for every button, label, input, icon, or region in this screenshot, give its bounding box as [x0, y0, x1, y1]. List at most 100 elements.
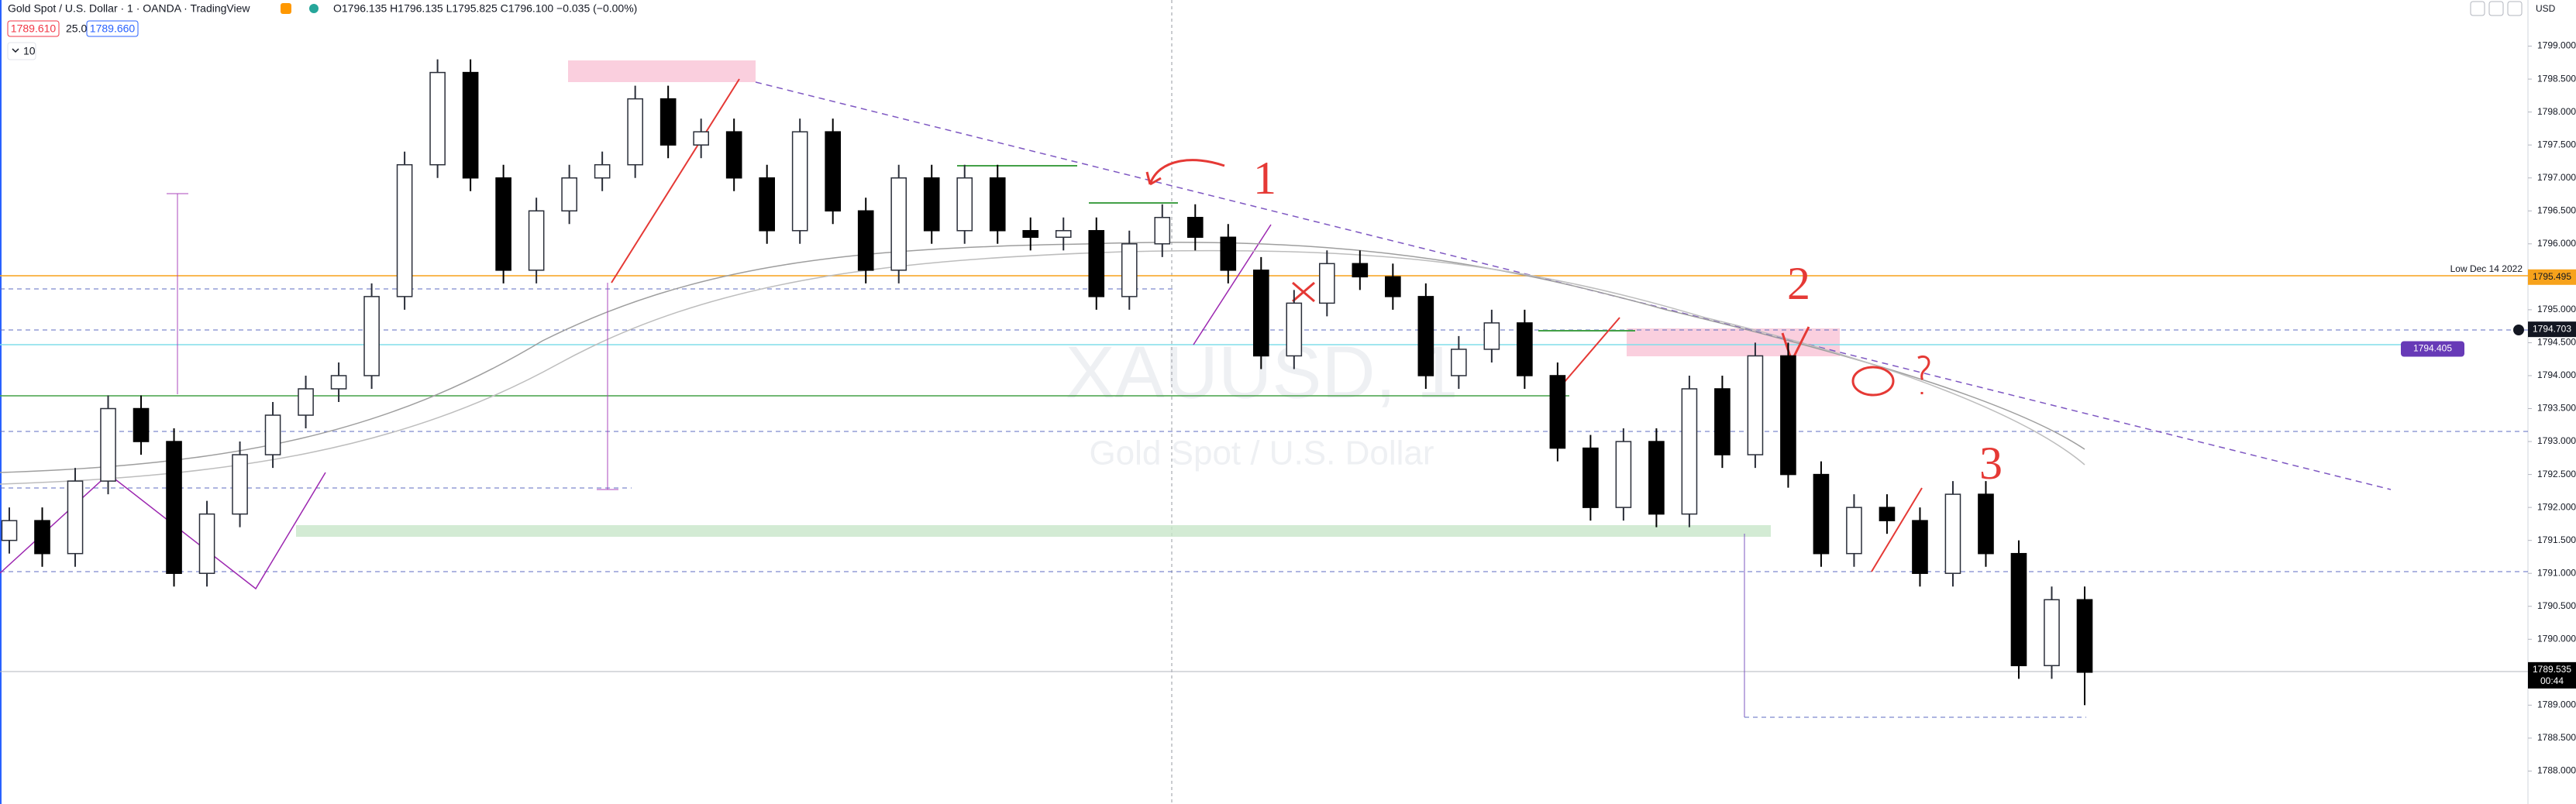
cross-drawing [1292, 281, 1315, 303]
sell-button[interactable] [7, 20, 60, 37]
chevron [12, 48, 19, 53]
y-tick-label: 1797.000 [2537, 172, 2576, 183]
candle-body [1879, 507, 1896, 521]
moving-average [0, 242, 2085, 473]
price-label-box [2528, 269, 2576, 285]
candle-body [198, 513, 215, 574]
alert-icon[interactable] [281, 3, 291, 14]
scroll-button[interactable] [2470, 1, 2485, 16]
candle-body [989, 177, 1006, 232]
candle-body [857, 210, 874, 271]
candle-body [1582, 447, 1599, 508]
candle-body [1055, 230, 1072, 239]
candle-body [1, 520, 18, 541]
candle-body [67, 480, 84, 555]
y-tick-label: 1796.500 [2537, 204, 2576, 215]
y-tick-label: 1791.500 [2537, 534, 2576, 545]
candle-body [1385, 276, 1401, 297]
trendline [0, 472, 326, 590]
candle-body [166, 441, 182, 574]
symbol-title[interactable]: Gold Spot / U.S. Dollar · 1 · OANDA · Tr… [8, 2, 250, 15]
y-tick-label: 1796.000 [2537, 238, 2576, 249]
candle-body [396, 163, 413, 297]
annotation: 1 [1253, 153, 1276, 204]
candle-body [1517, 322, 1533, 376]
candle-body [1483, 322, 1500, 350]
circle-drawing [1851, 366, 1895, 397]
candle-body [133, 407, 150, 442]
reset-button[interactable] [2488, 1, 2504, 16]
candle-body [264, 414, 281, 455]
y-tick-label: 1794.000 [2537, 369, 2576, 380]
y-tick-label: 1798.500 [2537, 73, 2576, 84]
candle-body [923, 177, 940, 232]
candle-body [561, 177, 577, 212]
y-tick-label: 1788.000 [2537, 765, 2576, 776]
candle-body [495, 177, 511, 271]
candle-body [100, 407, 116, 482]
candle-body [1451, 349, 1467, 376]
candle-body [1352, 263, 1369, 278]
y-tick-label: 1791.000 [2537, 567, 2576, 578]
y-tick-label: 1795.000 [2537, 304, 2576, 314]
candle-body [1088, 230, 1105, 297]
indicators-toggle[interactable] [7, 42, 36, 60]
y-tick-label: 1790.000 [2537, 633, 2576, 644]
candle-body [1022, 230, 1039, 239]
candle-body [1912, 520, 1928, 574]
annotation: 3 [1979, 438, 2003, 489]
candle-body [693, 131, 709, 146]
candle-body [890, 177, 907, 271]
watermark-subtitle: Gold Spot / U.S. Dollar [1089, 435, 1434, 472]
y-tick-label: 1794.500 [2537, 337, 2576, 348]
y-tick-label: 1790.500 [2537, 600, 2576, 611]
candle-body [34, 520, 50, 555]
price-label: 1795.495 [2533, 271, 2571, 282]
y-tick-label: 1797.500 [2537, 139, 2576, 149]
candle-body [825, 131, 842, 212]
alert-marker[interactable] [2513, 325, 2524, 335]
arrow-drawing [1145, 159, 1225, 186]
candle-body [1154, 217, 1171, 245]
settings-button[interactable] [2507, 1, 2523, 16]
currency[interactable]: USD [2536, 3, 2556, 14]
y-tick-label: 1793.000 [2537, 435, 2576, 446]
candle-body [725, 131, 742, 179]
bid: 1789.610 [11, 22, 57, 35]
annotation: 2 [1787, 258, 1810, 309]
candle-body [1944, 493, 1961, 574]
candle-body [1813, 473, 1830, 555]
buy-button[interactable] [86, 20, 139, 37]
price-label: 1789.535 [2533, 664, 2571, 675]
price-label: 1794.703 [2533, 323, 2571, 334]
candle-body [1252, 270, 1269, 357]
candle-body [363, 296, 380, 376]
candle-body [2044, 599, 2060, 667]
candle-body [1846, 507, 1862, 555]
candle-body [759, 177, 775, 232]
y-tick-label: 1792.000 [2537, 501, 2576, 512]
supply-zone [568, 60, 756, 82]
trendline [1193, 224, 1272, 345]
candle-body [330, 375, 347, 390]
candle-body [956, 177, 973, 232]
price-label-box [2528, 321, 2576, 338]
candle-body [2010, 552, 2027, 667]
candle-body [1186, 217, 1204, 239]
y-tick-label: 1792.500 [2537, 469, 2576, 479]
candle-body [1681, 388, 1698, 515]
candle-body [1319, 263, 1335, 304]
candle-body [1615, 441, 1632, 508]
spread: 25.0 [66, 22, 87, 35]
candle-body [594, 163, 611, 179]
trendline [1871, 487, 1923, 572]
price-label-box [2528, 661, 2576, 689]
market-status [309, 4, 319, 13]
candle-body [528, 210, 545, 271]
candle-body [791, 131, 808, 232]
candle-body [1648, 441, 1665, 515]
candle-body [232, 454, 248, 515]
countdown: 00:44 [2540, 675, 2564, 686]
candle-body [429, 71, 446, 166]
y-tick-label: 1788.500 [2537, 732, 2576, 743]
